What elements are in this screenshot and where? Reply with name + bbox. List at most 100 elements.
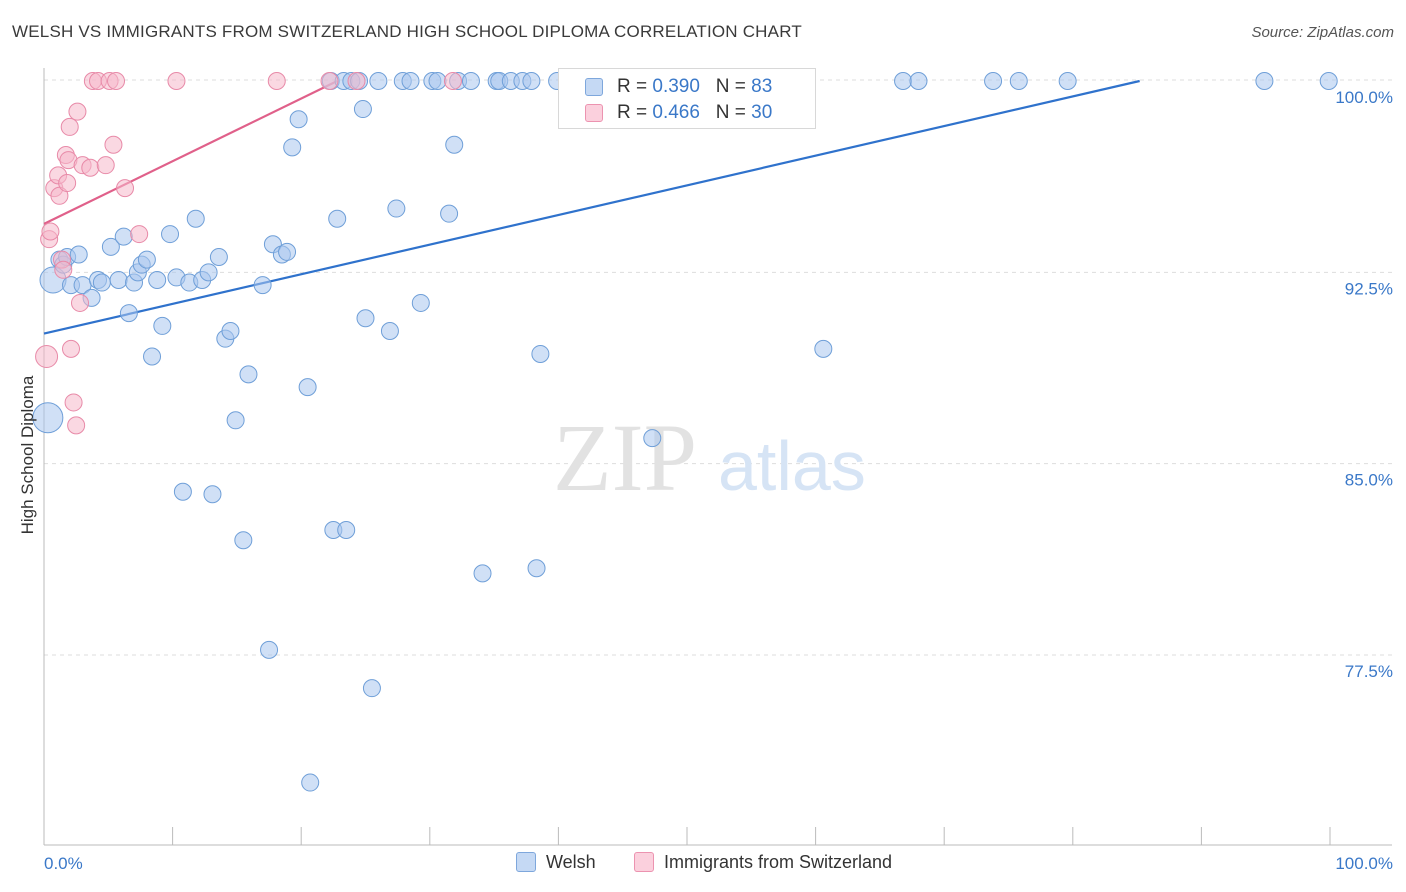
welsh-point [643,429,662,448]
swiss-point [71,293,90,312]
welsh-point [984,72,1003,90]
welsh-trend-line [43,79,1140,335]
welsh-point [260,640,279,659]
watermark: ZIP atlas [553,404,866,511]
welsh-point [109,270,128,289]
swiss-point [116,179,135,198]
welsh-point [531,344,550,363]
welsh-point [203,485,222,504]
welsh-point [148,270,167,289]
welsh-point [199,263,218,282]
trend-lines [43,79,1140,335]
bottom-legend-swatch-swiss [634,852,654,872]
swiss-trend-line [43,80,338,225]
welsh-point [1319,72,1338,90]
welsh-point [137,250,156,269]
welsh-point [253,276,272,295]
swiss-point [54,260,73,279]
legend-n-value-welsh: 83 [751,76,773,97]
welsh-point [1058,72,1077,90]
y-tick-label: 77.5% [1345,662,1393,681]
y-axis-label: High School Diploma [18,375,37,535]
welsh-point [161,225,180,244]
y-tick-label: 92.5% [1345,279,1393,298]
legend-n-value-swiss: 30 [751,102,773,123]
welsh-point [362,679,381,698]
swiss-point [267,72,286,90]
welsh-point [289,110,308,129]
x-tick-label: 100.0% [1335,854,1393,873]
swiss-point [62,339,81,358]
swiss-point [130,225,149,244]
swiss-point [167,72,186,90]
bottom-legend-swiss: Immigrants from Switzerland [634,852,892,876]
swiss-point [96,156,115,175]
legend-swatch-welsh [585,78,603,96]
legend: R = 0.390 N = 83 R = 0.466 N = 30 [558,68,816,129]
welsh-point [283,138,302,157]
welsh-point [387,199,406,218]
source-label: Source: ZipAtlas.com [1251,24,1394,41]
legend-text-swiss: R = 0.466 N = 30 [617,102,772,124]
welsh-point [428,72,447,90]
welsh-point [380,322,399,341]
swiss-point [104,135,123,154]
legend-n-label: N = [715,76,746,97]
swiss-point [60,117,79,136]
welsh-point [301,773,320,792]
watermark-atlas: atlas [718,427,866,505]
welsh-point [411,293,430,312]
bottom-legend-label-swiss: Immigrants from Switzerland [664,852,893,872]
welsh-point [440,204,459,223]
swiss-point [107,72,126,90]
swiss-point [58,174,77,193]
legend-r-value-welsh: 0.390 [652,76,700,97]
legend-swatch-swiss [585,104,603,122]
welsh-point [522,72,541,90]
welsh-point [473,564,492,583]
welsh-point [814,339,833,358]
swiss-point [64,393,83,412]
bottom-legend-swatch-welsh [516,852,536,872]
watermark-zip: ZIP [553,404,697,511]
welsh-point [445,135,464,154]
swiss-point [68,102,87,121]
legend-r-label: R = [617,76,648,97]
welsh-point [356,309,375,328]
welsh-point [186,209,205,228]
welsh-point [461,72,480,90]
y-tick-label: 85.0% [1345,471,1393,490]
swiss-point [67,416,86,435]
welsh-point [221,322,240,341]
swiss-point [443,72,462,90]
welsh-point [32,402,64,434]
welsh-point [369,72,388,90]
welsh-point [239,365,258,384]
x-tick-label: 0.0% [44,854,83,873]
welsh-point [101,237,120,256]
bottom-legend-label-welsh: Welsh [546,852,596,872]
tick-labels: 77.5% 85.0% 92.5% 100.0% 0.0% 100.0% [44,88,1393,873]
y-tick-label: 100.0% [1335,88,1393,107]
welsh-point [527,559,546,578]
welsh-point [353,100,372,119]
welsh-point [209,248,228,267]
legend-text-welsh: R = 0.390 N = 83 [617,76,772,98]
legend-r-value-swiss: 0.466 [652,102,700,123]
welsh-point [234,531,253,550]
bottom-legend-welsh: Welsh [516,852,596,876]
welsh-point [909,72,928,90]
chart-title: WELSH VS IMMIGRANTS FROM SWITZERLAND HIG… [12,22,802,41]
swiss-point [347,72,366,90]
welsh-point [328,209,347,228]
welsh-point [298,378,317,397]
welsh-point [1255,72,1274,90]
welsh-point [337,520,356,539]
welsh-point [119,304,138,323]
swiss-point [320,72,339,90]
welsh-point [173,482,192,501]
welsh-point [1009,72,1028,90]
legend-r-label: R = [617,102,648,123]
axes [43,68,1392,846]
